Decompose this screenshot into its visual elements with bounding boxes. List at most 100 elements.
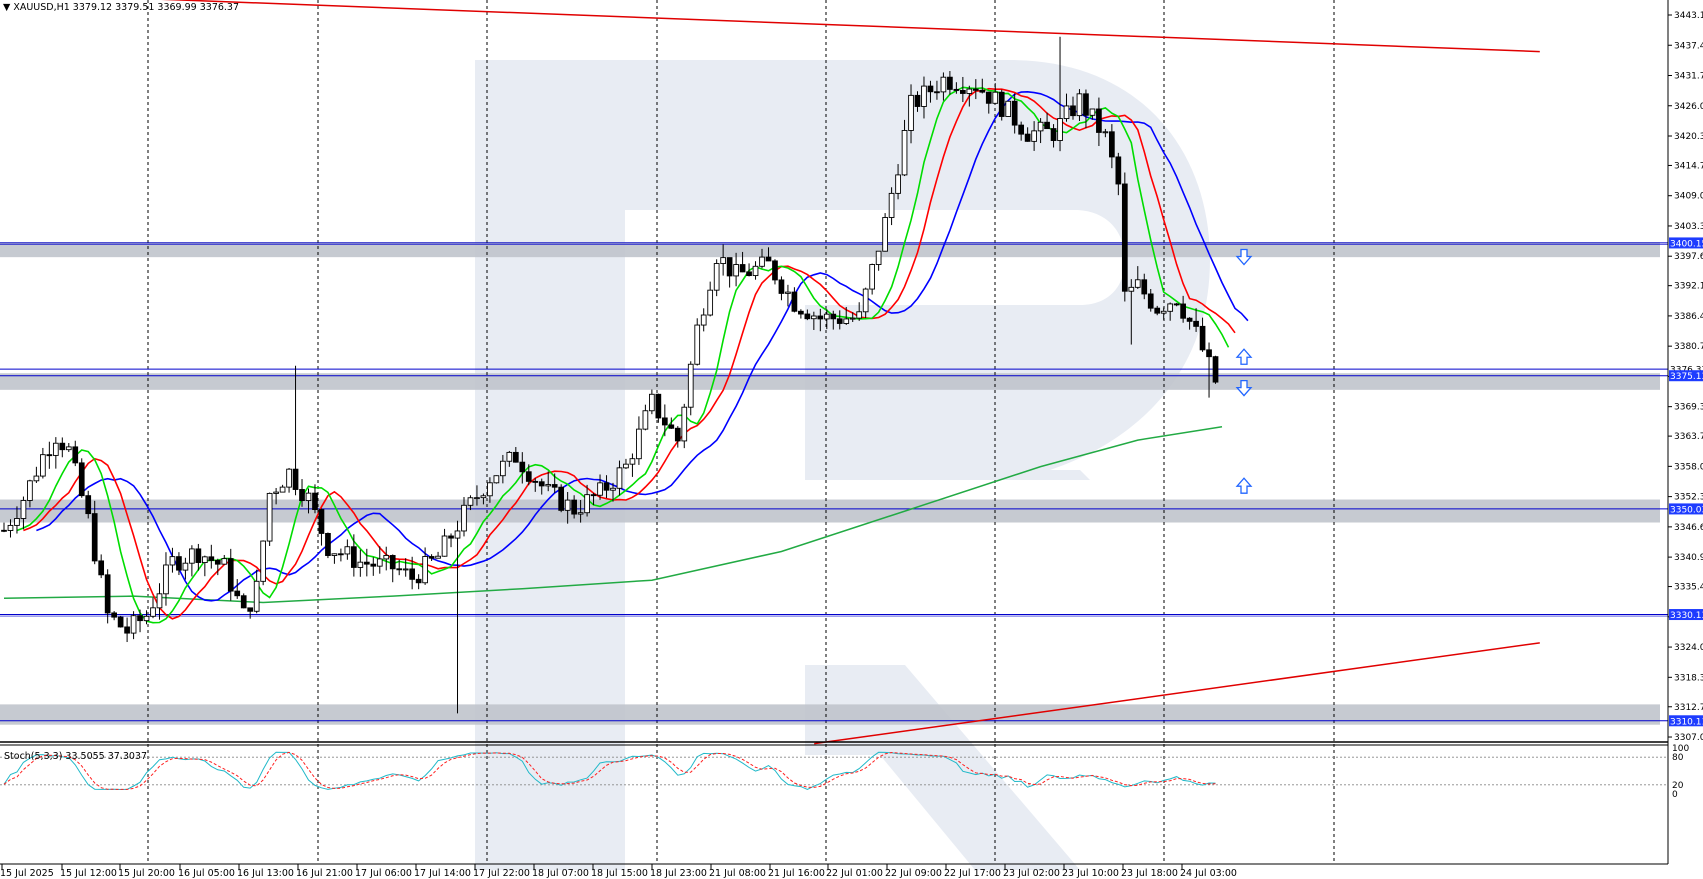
candle-body <box>1193 320 1199 327</box>
candle-body <box>849 317 856 320</box>
trend-line-resistance[interactable] <box>3 0 1540 53</box>
candle-body <box>1109 131 1115 158</box>
candle-body <box>461 504 467 532</box>
y-tick-label: 3335.40 <box>1674 583 1703 593</box>
candle-body <box>985 91 992 104</box>
candle-body <box>726 257 733 277</box>
candle-body <box>201 556 208 563</box>
x-tick-label: 23 Jul 10:00 <box>1062 868 1119 879</box>
candle-body <box>65 446 72 451</box>
level-label-box <box>1669 363 1703 375</box>
candle-body <box>253 580 260 612</box>
candle-body <box>798 310 804 315</box>
level-label: 3310.11 <box>1670 717 1703 727</box>
candle-body <box>649 393 655 412</box>
signal-arrows <box>1235 248 1253 494</box>
price-zone <box>0 499 1660 523</box>
candle-body <box>474 497 480 500</box>
x-tick-label: 21 Jul 16:00 <box>768 868 825 879</box>
candle-body <box>791 291 798 312</box>
x-tick-label: 18 Jul 15:00 <box>591 868 648 879</box>
time-axis: 15 Jul 2025 15 Jul 12:00 15 Jul 20:00 16 Ju… <box>0 864 1237 879</box>
candle-body <box>480 495 487 499</box>
trend-line-support[interactable] <box>814 642 1540 745</box>
candle-body <box>78 462 85 497</box>
level-label: 3400.15 <box>1670 239 1703 249</box>
stoch-label: Stoch(5,3,3) 33.5055 37.3037 <box>4 751 147 762</box>
candle-body <box>934 91 940 94</box>
candle-body <box>1134 279 1141 288</box>
candle-body <box>260 540 266 582</box>
candle-body <box>402 568 409 571</box>
candle-body <box>972 88 979 91</box>
candle-body <box>305 492 312 502</box>
candle-body <box>1070 105 1076 117</box>
ma-long-line <box>3 426 1223 604</box>
candle-body <box>603 482 610 491</box>
candle-body <box>538 481 545 487</box>
candle-body <box>707 289 714 316</box>
candle-body <box>467 497 474 506</box>
y-tick-label: 3318.30 <box>1674 673 1703 683</box>
candle-body <box>629 458 636 465</box>
candle-body <box>454 530 461 539</box>
candle-body <box>1102 131 1109 134</box>
candle-body <box>1121 183 1128 292</box>
stoch-tick-label: 20 <box>1672 781 1684 791</box>
candle-body <box>856 311 863 319</box>
candle-body <box>286 468 292 488</box>
candle-body <box>610 487 616 491</box>
y-tick-label: 3324.00 <box>1674 643 1703 653</box>
candle-body <box>448 535 454 539</box>
candle-body <box>1031 130 1037 142</box>
candle-body <box>577 512 584 515</box>
candle-body <box>616 467 623 489</box>
candle-body <box>914 94 921 107</box>
candle-body <box>1063 105 1070 120</box>
candle-body <box>772 260 778 281</box>
x-tick-label: 18 Jul 23:00 <box>650 868 707 879</box>
y-tick-label: 3397.65 <box>1674 252 1703 262</box>
candle-body <box>143 615 150 622</box>
candle-body <box>234 590 241 597</box>
candle-body <box>389 555 396 570</box>
x-tick-label: 22 Jul 09:00 <box>885 868 942 879</box>
candle-body <box>558 486 565 511</box>
candle-body <box>493 475 500 484</box>
candle-body <box>1186 317 1193 322</box>
y-tick-label: 3437.40 <box>1674 41 1703 51</box>
ma-slow-line <box>36 90 1249 602</box>
candle-body <box>953 88 960 91</box>
candle-body <box>700 314 707 326</box>
candle-body <box>739 264 746 273</box>
candle-body <box>376 558 383 567</box>
candle-body <box>564 499 571 511</box>
candle-body <box>156 593 163 609</box>
candle-body <box>1089 108 1096 116</box>
candle-body <box>1076 93 1083 117</box>
candle-body <box>1128 286 1135 292</box>
candle-body <box>519 461 526 473</box>
candle-body <box>836 318 843 324</box>
candle-body <box>778 279 785 294</box>
x-tick-label: 23 Jul 18:00 <box>1121 868 1178 879</box>
candle-body <box>661 417 668 426</box>
candle-body <box>1096 108 1102 133</box>
candle-body <box>363 561 370 565</box>
candle-body <box>130 615 137 634</box>
candle-body <box>247 607 254 612</box>
y-tick-label: 3409.05 <box>1674 192 1703 202</box>
candle-body <box>91 513 98 562</box>
price-zone <box>0 704 1660 725</box>
candle-body <box>888 192 895 218</box>
y-tick-label: 3380.70 <box>1674 342 1703 352</box>
y-tick-label: 3414.75 <box>1674 161 1703 171</box>
candle-body <box>214 560 221 565</box>
candle-body <box>1180 303 1186 319</box>
candle-body <box>623 463 629 469</box>
candle-body <box>111 612 117 618</box>
candle-body <box>752 265 759 277</box>
candle-body <box>500 460 506 477</box>
candle-body <box>681 406 688 442</box>
